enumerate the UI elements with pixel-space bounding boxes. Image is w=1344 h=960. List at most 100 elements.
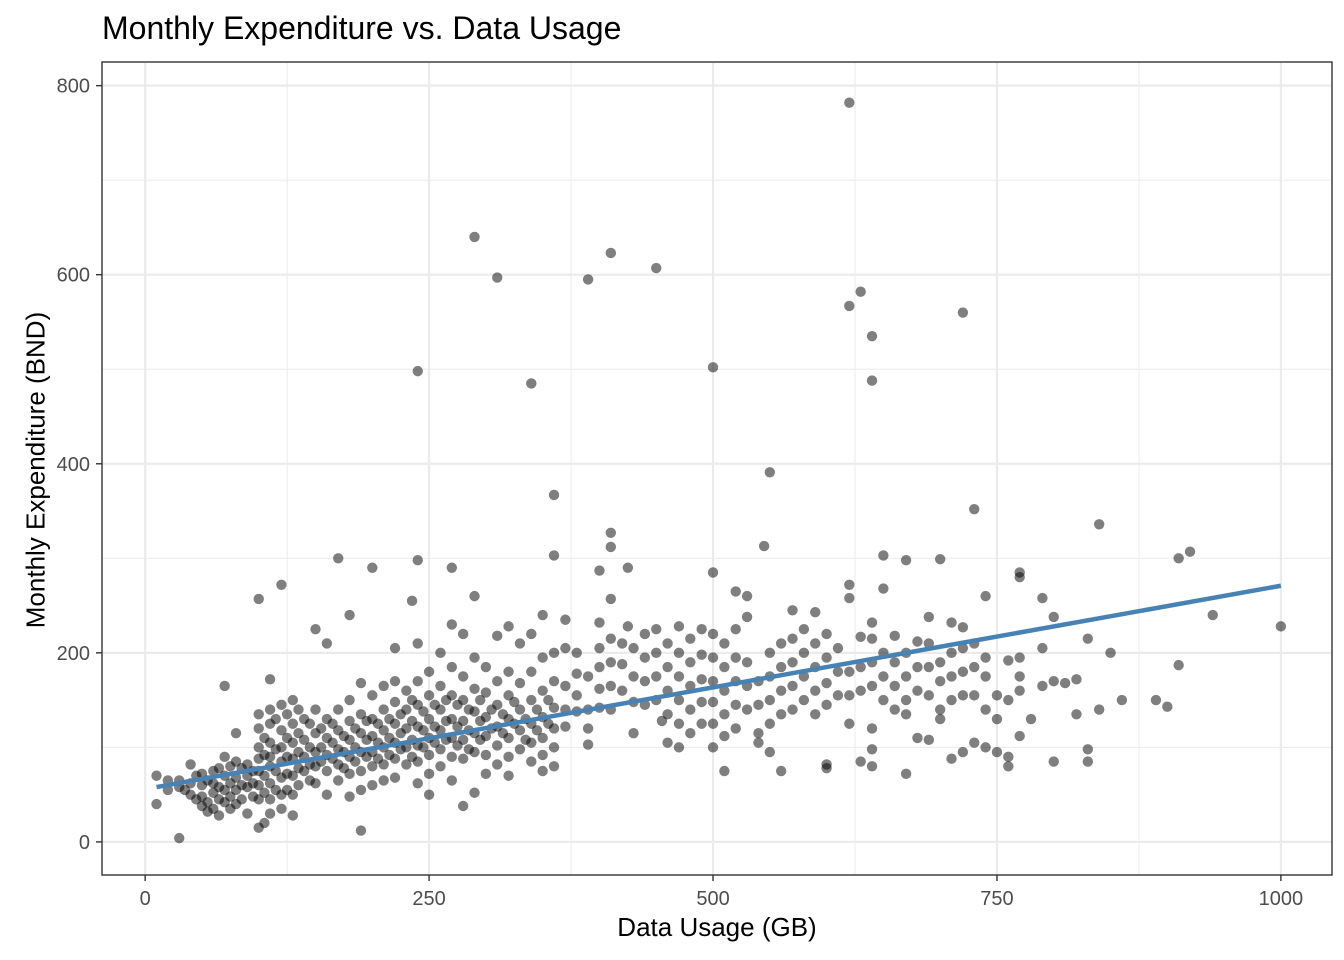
data-point [605, 657, 617, 668]
data-point [832, 642, 844, 654]
data-point [719, 730, 730, 742]
data-point [457, 694, 469, 706]
data-point [1003, 761, 1014, 772]
data-point [310, 624, 321, 635]
data-point [605, 247, 617, 259]
data-point [526, 666, 537, 677]
data-point [696, 696, 707, 708]
data-point [639, 676, 651, 687]
data-point [401, 723, 412, 734]
data-point [594, 683, 605, 694]
data-point [213, 810, 225, 821]
data-point [673, 718, 685, 729]
data-point [253, 742, 264, 753]
data-point [401, 685, 412, 696]
data-point [321, 638, 333, 649]
data-point [730, 699, 741, 711]
data-point [889, 657, 900, 668]
data-point [1014, 572, 1025, 583]
data-point [844, 718, 855, 729]
data-point [276, 742, 287, 753]
data-point [866, 330, 878, 342]
x-tick-label: 250 [412, 888, 445, 910]
data-point [991, 746, 1003, 758]
data-point [957, 622, 969, 633]
data-point [480, 730, 492, 742]
data-point [594, 617, 605, 628]
data-point [276, 699, 287, 711]
data-point [605, 633, 617, 644]
data-point [412, 778, 423, 789]
data-point [293, 779, 304, 791]
data-point [469, 590, 480, 602]
data-point [673, 671, 685, 682]
data-point [1059, 677, 1071, 689]
data-point [969, 503, 980, 515]
data-point [367, 779, 378, 791]
data-point [582, 274, 594, 285]
data-point [435, 761, 446, 772]
data-point [662, 737, 673, 748]
data-point [412, 638, 423, 649]
data-point [446, 713, 458, 725]
data-point [548, 742, 560, 753]
data-point [287, 718, 299, 729]
y-tick-label: 800 [57, 76, 90, 98]
data-point [844, 666, 855, 677]
data-point [344, 715, 355, 727]
y-tick-label: 200 [57, 643, 90, 665]
data-point [469, 746, 480, 758]
data-point [673, 694, 685, 706]
data-point [1037, 592, 1048, 604]
data-point [526, 378, 537, 389]
data-point [821, 652, 832, 663]
data-point [991, 690, 1003, 701]
data-point [259, 817, 270, 829]
data-point [900, 671, 912, 682]
data-point [389, 772, 401, 783]
data-point [866, 761, 878, 772]
data-point [571, 690, 582, 701]
data-point [253, 723, 264, 734]
data-point [1173, 659, 1184, 671]
data-point [707, 362, 719, 373]
data-point [253, 593, 264, 605]
data-point [787, 704, 798, 715]
data-point [616, 685, 628, 696]
data-point [514, 725, 526, 736]
data-point [844, 97, 855, 108]
x-axis-tick-labels: 0 250 500 750 1000 [140, 888, 1304, 910]
data-point [423, 789, 435, 800]
data-point [378, 725, 389, 736]
data-point [333, 775, 344, 786]
data-point [435, 680, 446, 692]
data-point [264, 674, 276, 685]
data-point [991, 713, 1003, 725]
data-point [264, 704, 276, 715]
data-point [406, 595, 418, 607]
data-point [287, 810, 299, 821]
data-point [810, 685, 821, 696]
data-point [934, 713, 946, 725]
data-point [741, 590, 753, 602]
data-point [798, 694, 810, 706]
data-point [378, 704, 389, 715]
data-point [509, 696, 520, 708]
data-point [594, 642, 605, 654]
data-point [492, 630, 503, 642]
data-point [514, 744, 526, 755]
data-point [1275, 621, 1287, 632]
data-point [946, 617, 957, 628]
data-point [1150, 694, 1162, 706]
data-point [446, 661, 458, 673]
data-point [764, 647, 776, 659]
data-point [389, 718, 401, 729]
data-point [900, 554, 912, 566]
data-point [435, 647, 446, 659]
data-point [571, 668, 582, 679]
data-point [213, 762, 225, 774]
data-point [492, 740, 503, 751]
data-point [446, 751, 458, 763]
data-point [367, 562, 378, 573]
data-point [367, 761, 378, 772]
